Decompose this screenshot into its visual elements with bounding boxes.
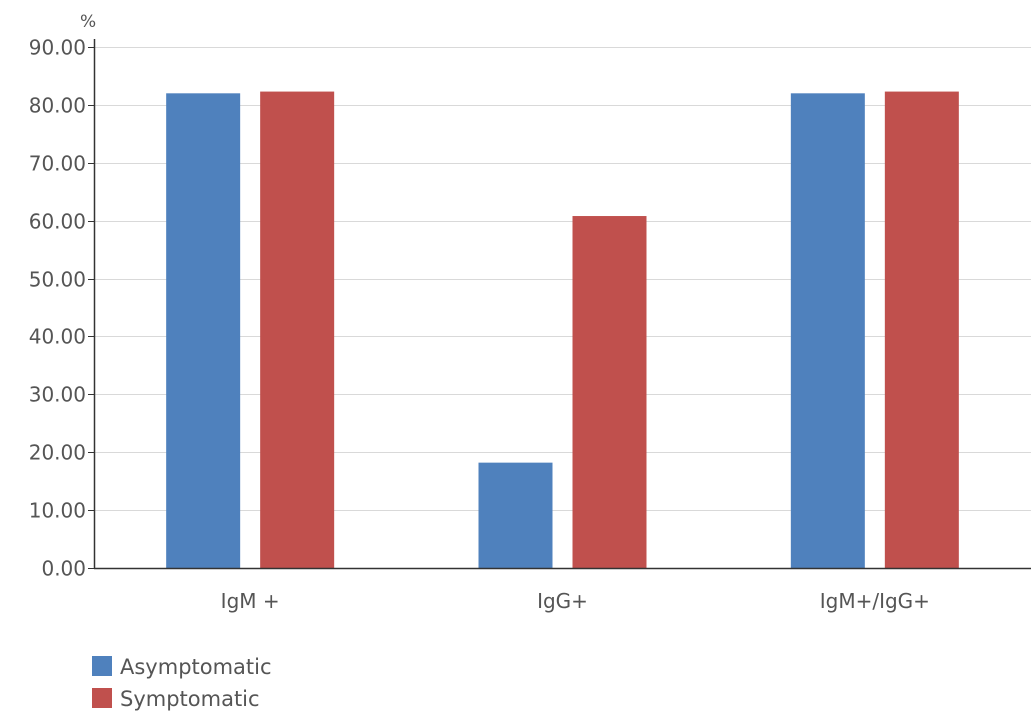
x-tick-labels: IgM + IgG+ IgM+/IgG+ [221,589,930,613]
x-tick-label: IgM + [221,589,280,613]
legend-swatch-symptomatic [92,688,112,708]
legend-label-asymptomatic: Asymptomatic [120,655,272,679]
y-unit-label: % [80,12,96,32]
y-tick-label: 10.00 [29,499,86,523]
y-tick-label: 60.00 [29,210,86,234]
y-tick-label: 30.00 [29,383,86,407]
y-tick-label: 40.00 [29,325,86,349]
y-tick-labels: 0.00 10.00 20.00 30.00 40.00 50.00 60.00 70.00 8… [29,36,86,581]
legend-swatch-asymptomatic [92,656,112,676]
grid-lines [94,47,1031,511]
y-tick-label: 70.00 [29,152,86,176]
bar-asymptomatic-1 [166,93,241,569]
bars [166,91,959,569]
bar-asymptomatic-3 [790,93,865,569]
legend: Asymptomatic Symptomatic [92,655,272,711]
bar-symptomatic-2 [572,216,647,568]
y-tick-label: 80.00 [29,94,86,118]
y-tick-label: 90.00 [29,36,86,60]
y-tick-label: 50.00 [29,268,86,292]
bar-symptomatic-3 [884,91,959,568]
y-tick-label: 20.00 [29,441,86,465]
axes: % [80,12,1031,570]
bar-symptomatic-1 [260,91,335,568]
x-tick-label: IgM+/IgG+ [820,589,930,613]
x-tick-label: IgG+ [537,589,588,613]
bar-asymptomatic-2 [478,462,553,568]
legend-label-symptomatic: Symptomatic [120,687,260,711]
y-tick-label: 0.00 [41,557,86,581]
